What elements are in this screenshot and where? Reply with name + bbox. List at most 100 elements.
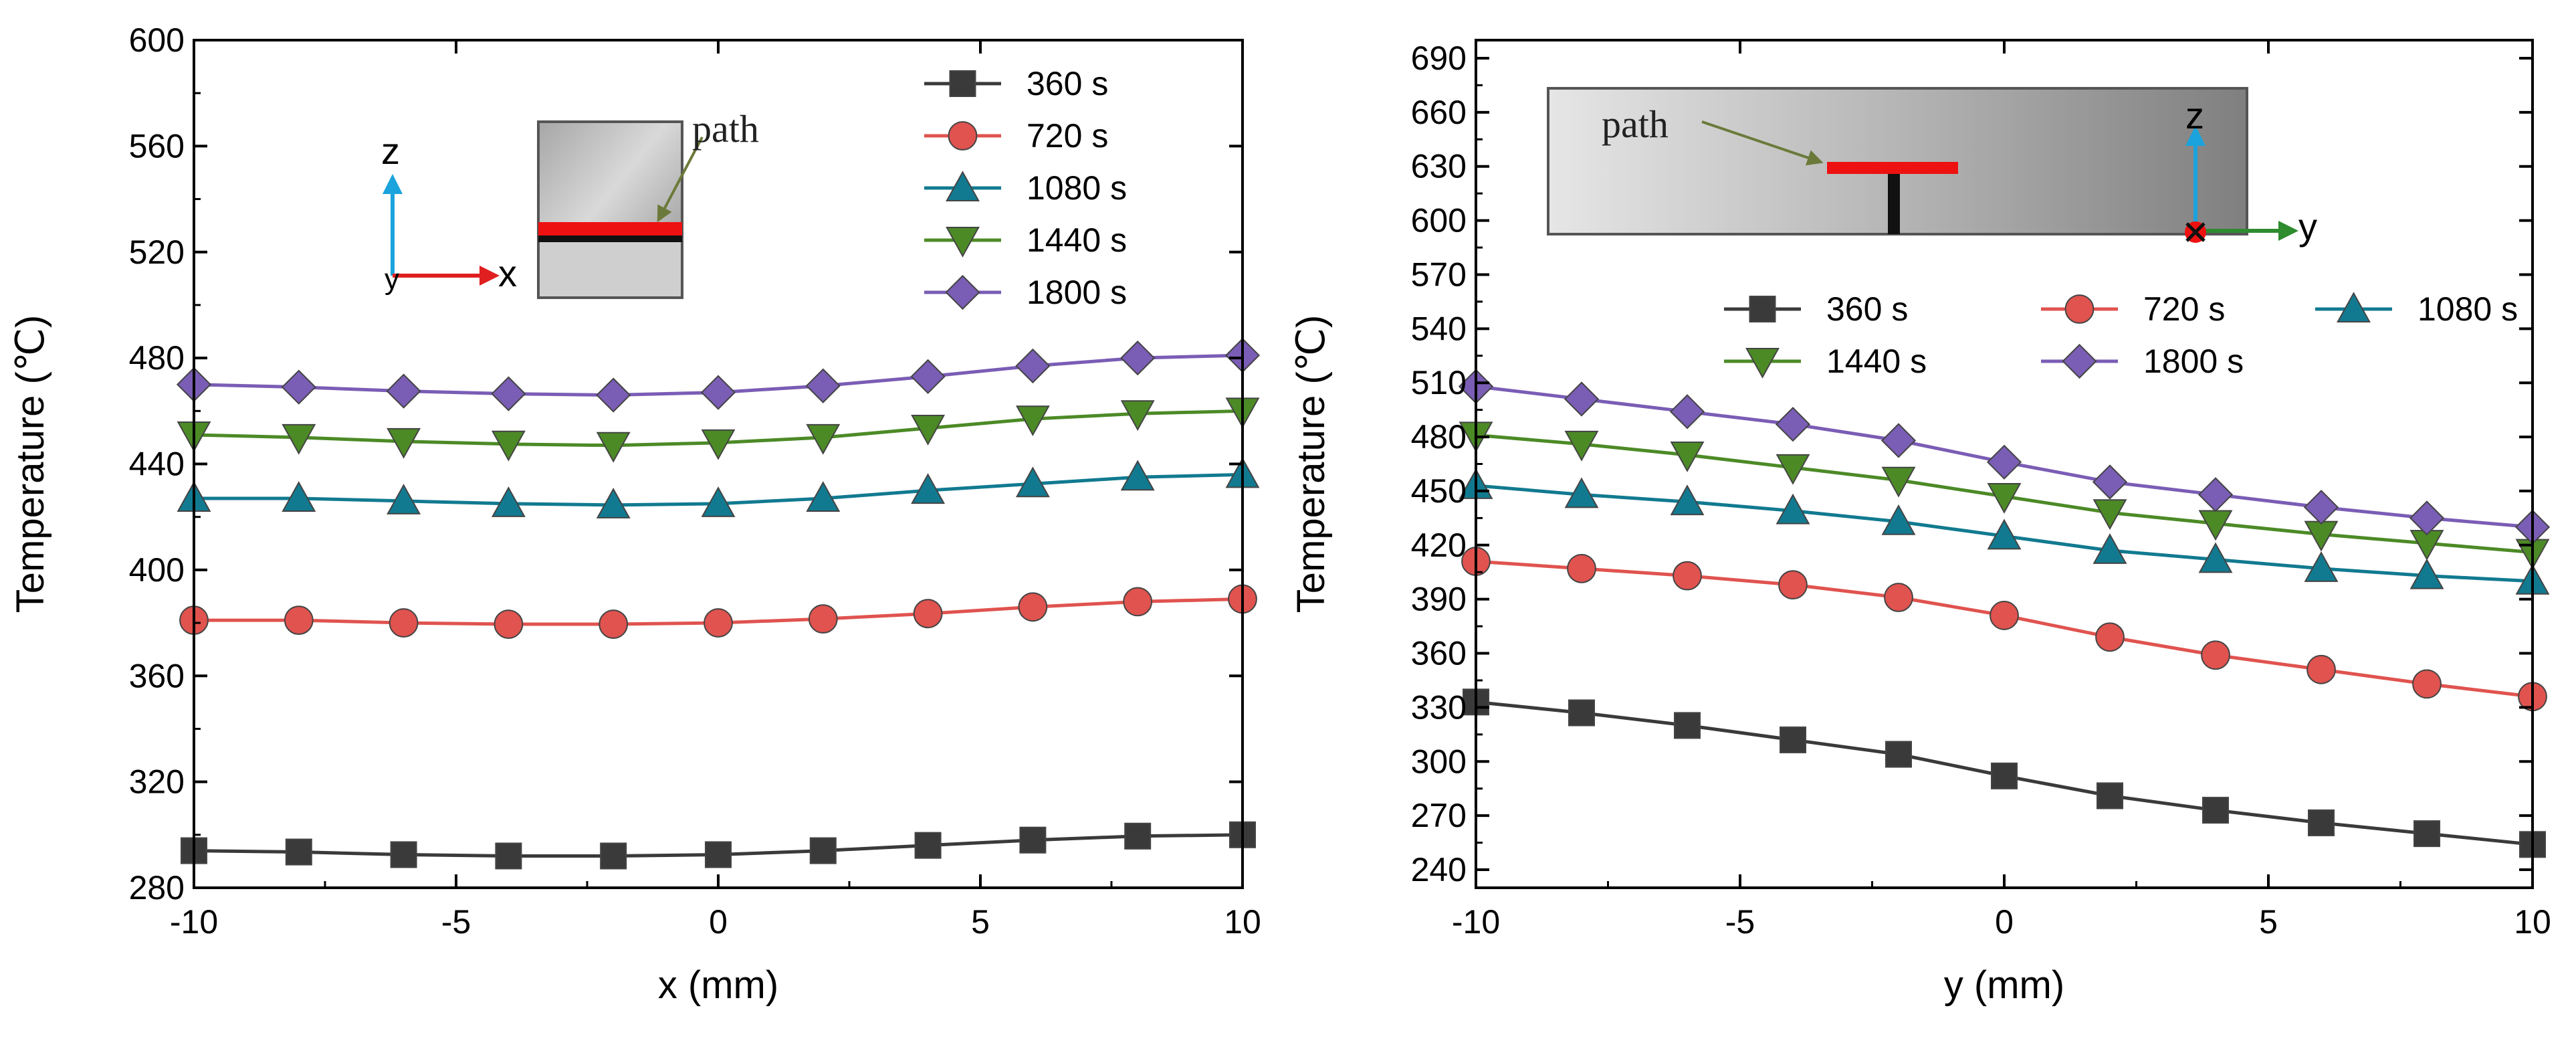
inset-right: path z y	[1547, 87, 2317, 248]
legend-label: 1800 s	[1027, 274, 1127, 311]
legend-item: 360 s	[924, 65, 1108, 102]
plot-frame	[193, 39, 1244, 889]
legend-item: 1800 s	[924, 274, 1127, 311]
legend-item: 720 s	[2041, 290, 2225, 328]
legend-marker	[949, 70, 976, 97]
data-point	[2092, 533, 2127, 564]
x-axis-name: x	[498, 252, 517, 294]
x-axis-label: x (mm)	[658, 963, 778, 1007]
data-point	[285, 838, 312, 866]
data-point	[2303, 490, 2339, 525]
y-tick-label: 690	[1411, 39, 1467, 77]
data-point	[1987, 483, 2022, 514]
inset-left: path z x y	[381, 107, 759, 299]
y-tick-label: 300	[1411, 743, 1467, 780]
data-point	[1884, 583, 1913, 612]
x-tick-label: 5	[2259, 903, 2278, 941]
data-point	[281, 369, 316, 405]
legend-item: 360 s	[1724, 290, 1908, 328]
data-point	[1120, 400, 1155, 432]
inset-black-line	[538, 235, 682, 242]
data-point	[1670, 442, 1705, 472]
data-point	[1775, 407, 1811, 442]
legend-label: 720 s	[1027, 117, 1108, 155]
data-point	[2409, 500, 2445, 536]
data-point	[808, 604, 838, 634]
series-1080s	[1459, 468, 2550, 595]
data-point	[911, 415, 946, 446]
data-point	[1567, 553, 1596, 583]
y-tick-label: 660	[1411, 94, 1467, 131]
data-point	[1015, 348, 1051, 384]
data-point	[2308, 809, 2335, 836]
y-axis-label: Temperature (℃)	[9, 315, 52, 613]
data-point	[491, 486, 526, 517]
legend-label: 1440 s	[1826, 343, 1927, 380]
data-point	[1124, 822, 1152, 850]
data-point	[2413, 820, 2440, 848]
y-tick-label: 320	[129, 763, 185, 801]
data-point	[1881, 504, 1916, 535]
data-point	[701, 429, 736, 460]
series-720s	[1461, 547, 2547, 712]
data-point	[1885, 741, 1912, 768]
y-tick-label: 270	[1411, 797, 1467, 834]
data-point	[494, 609, 524, 639]
y-tick-label: 440	[129, 446, 185, 483]
data-point	[284, 605, 314, 636]
y-tick-label: 540	[1411, 310, 1467, 347]
legend-marker	[946, 227, 980, 258]
y-tick-label: 510	[1411, 364, 1467, 401]
y-tick-label: 240	[1411, 851, 1467, 888]
legend-marker	[946, 171, 980, 201]
path-label: path	[1602, 102, 1669, 146]
data-point	[2095, 622, 2125, 652]
y-tick-label: 360	[129, 657, 185, 694]
data-point	[2306, 654, 2336, 684]
data-point	[491, 376, 526, 411]
y-tick-label: 600	[1411, 202, 1467, 240]
x-tick-label: -10	[1452, 903, 1500, 941]
legend-item: 1440 s	[1724, 343, 1927, 380]
data-point	[596, 377, 631, 413]
data-point	[282, 423, 316, 455]
data-point	[596, 488, 631, 518]
data-point	[386, 373, 421, 409]
data-point	[1987, 518, 2022, 550]
z-axis-name: z	[2185, 94, 2204, 136]
data-point	[805, 368, 841, 403]
inset-stem	[1888, 174, 1900, 234]
y-tick-label: 400	[129, 551, 185, 589]
y-tick-label: 280	[129, 869, 185, 906]
legend-item: 1440 s	[924, 221, 1127, 259]
path-label: path	[692, 107, 759, 151]
y-tick-label: 420	[1411, 527, 1467, 564]
x-tick-label: -5	[441, 903, 471, 941]
data-point	[806, 423, 841, 455]
path-pointer-arrow	[1701, 120, 1824, 166]
data-point	[1564, 430, 1599, 462]
data-point	[495, 842, 522, 870]
data-point	[806, 481, 841, 512]
data-point	[705, 841, 732, 868]
legend-item: 1800 s	[2041, 343, 2244, 380]
legend-item: 1080 s	[2315, 290, 2518, 328]
y-axis-out-name: y	[385, 263, 399, 296]
x-tick-label: 0	[709, 903, 728, 941]
legend-label: 1080 s	[2418, 290, 2518, 328]
data-point	[2412, 669, 2442, 699]
data-point	[1986, 444, 2022, 480]
x-tick-label: -5	[1725, 903, 1755, 941]
y-tick-label: 560	[129, 127, 185, 165]
legend-label: 1440 s	[1027, 221, 1127, 259]
data-point	[910, 359, 946, 394]
series-360s	[181, 821, 1256, 870]
legend-marker	[948, 121, 978, 151]
data-point	[282, 481, 316, 512]
legend-label: 360 s	[1027, 65, 1108, 102]
z-axis-name: z	[381, 130, 400, 172]
legend-marker	[2064, 294, 2095, 324]
data-point	[914, 832, 942, 859]
data-point	[2409, 558, 2444, 589]
